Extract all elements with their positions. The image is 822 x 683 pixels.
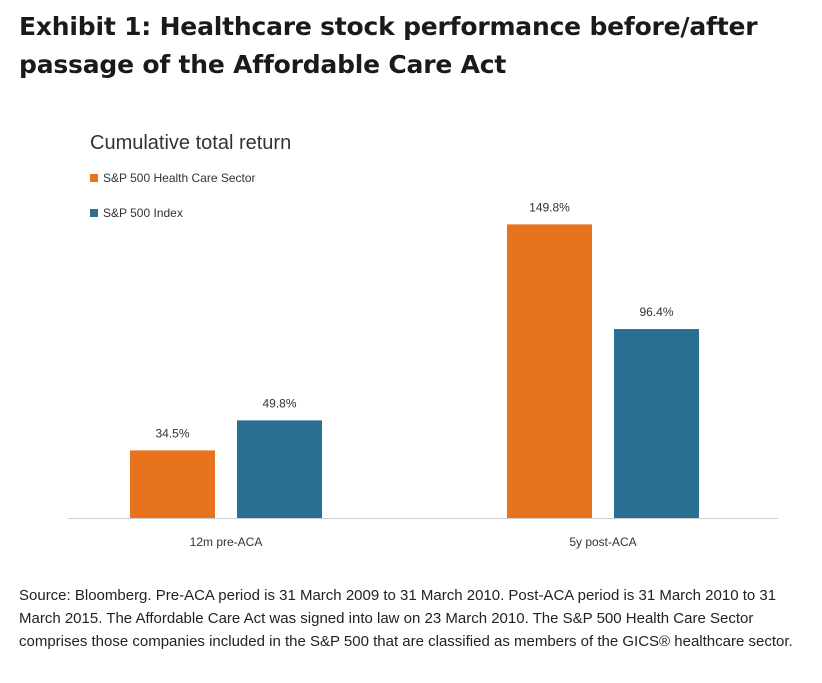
legend-swatch-health-care — [90, 174, 98, 182]
legend-label-health-care: S&P 500 Health Care Sector — [103, 171, 256, 185]
legend-item-health-care: S&P 500 Health Care Sector — [90, 170, 256, 186]
data-label-1-0: 49.8% — [262, 396, 296, 410]
exhibit-title: Exhibit 1: Healthcare stock performance … — [19, 12, 758, 79]
chart-title: Cumulative total return — [90, 132, 292, 154]
legend-item-sp500: S&P 500 Index — [90, 205, 256, 221]
bar-0-1 — [507, 224, 592, 518]
data-label-0-1: 149.8% — [529, 200, 570, 214]
legend-swatch-sp500 — [90, 209, 98, 217]
bar-chart: 34.5% 49.8% 12m pre-ACA 149.8% 96.4% 5y post-… — [68, 200, 778, 549]
legend-label-sp500: S&P 500 Index — [103, 206, 183, 220]
chart-legend: S&P 500 Health Care Sector S&P 500 Index — [90, 170, 256, 240]
source-note: Source: Bloomberg. Pre-ACA period is 31 … — [19, 587, 793, 650]
data-label-1-1: 96.4% — [639, 305, 673, 319]
bar-1-0 — [237, 420, 322, 518]
bar-0-0 — [130, 450, 215, 518]
category-label-0: 12m pre-ACA — [190, 535, 263, 549]
bar-1-1 — [614, 329, 699, 518]
category-label-1: 5y post-ACA — [569, 535, 636, 549]
data-label-0-0: 34.5% — [155, 426, 189, 440]
